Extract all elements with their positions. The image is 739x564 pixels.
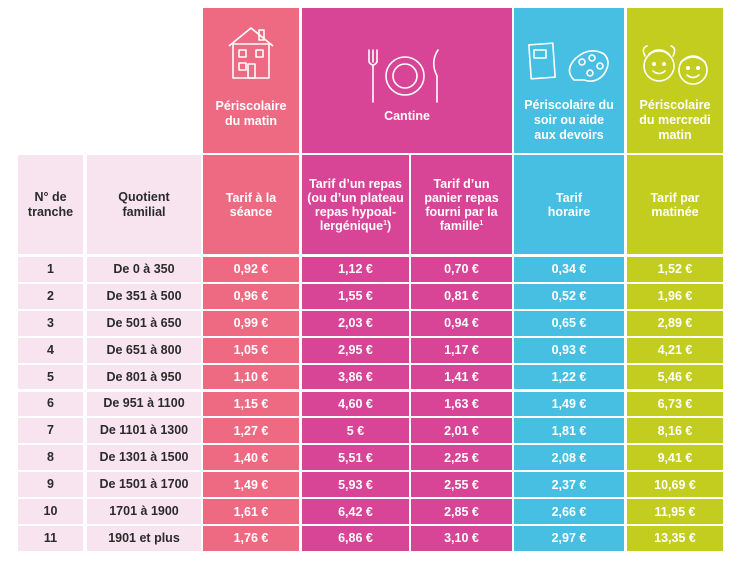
children-faces-icon: [642, 45, 708, 85]
cell-soir: 0,52 €: [514, 283, 624, 309]
cell-tranche: 5: [18, 364, 85, 390]
column-header-mercredi: Tarif par matinée: [627, 155, 723, 254]
cell-panier: 1,63 €: [411, 391, 512, 417]
cell-matin: 1,27 €: [203, 418, 299, 444]
cell-quotient: De 351 à 500: [87, 283, 201, 309]
cell-matin: 1,05 €: [203, 337, 299, 363]
cell-soir: 0,65 €: [514, 310, 624, 336]
cell-matin: 0,96 €: [203, 283, 299, 309]
cell-soir: 2,37 €: [514, 472, 624, 498]
cell-matin: 1,15 €: [203, 391, 299, 417]
cell-quotient: De 651 à 800: [87, 337, 201, 363]
cell-soir: 1,81 €: [514, 418, 624, 444]
books-paint-icon: [528, 42, 609, 82]
cell-soir: 2,97 €: [514, 526, 624, 551]
cutlery-plate-icon: [368, 49, 439, 103]
cell-mercredi: 10,69 €: [627, 472, 723, 498]
cell-quotient: 1701 à 1900: [87, 499, 201, 524]
cell-soir: 1,49 €: [514, 391, 624, 417]
cell-quotient: De 801 à 950: [87, 364, 201, 390]
cell-soir: 2,66 €: [514, 499, 624, 524]
cell-matin: 1,10 €: [203, 364, 299, 390]
cell-mercredi: 5,46 €: [627, 364, 723, 390]
cell-tranche: 4: [18, 337, 85, 363]
column-header-repas: Tarif d’un repas (ou d’un plateau repas …: [302, 155, 409, 254]
cell-repas: 5,51 €: [302, 445, 409, 471]
cell-panier: 2,85 €: [411, 499, 512, 524]
cell-matin: 1,61 €: [203, 499, 299, 524]
cell-quotient: De 1501 à 1700: [87, 472, 201, 498]
cell-panier: 2,01 €: [411, 418, 512, 444]
cell-quotient: De 0 à 350: [87, 257, 201, 282]
cell-panier: 0,94 €: [411, 310, 512, 336]
cell-tranche: 7: [18, 418, 85, 444]
cell-mercredi: 1,52 €: [627, 257, 723, 282]
house-icon: [228, 27, 274, 79]
cell-matin: 1,49 €: [203, 472, 299, 498]
cell-quotient: De 951 à 1100: [87, 391, 201, 417]
cell-mercredi: 6,73 €: [627, 391, 723, 417]
header-periscolaire-mercredi-label: Périscolaire du mercredi matin: [639, 98, 711, 142]
cell-tranche: 8: [18, 445, 85, 471]
cell-tranche: 6: [18, 391, 85, 417]
cell-matin: 1,40 €: [203, 445, 299, 471]
cell-soir: 0,34 €: [514, 257, 624, 282]
cell-tranche: 1: [18, 257, 85, 282]
cell-repas: 6,42 €: [302, 499, 409, 524]
cell-quotient: De 501 à 650: [87, 310, 201, 336]
cell-quotient: De 1301 à 1500: [87, 445, 201, 471]
column-header-panier: Tarif d’un panier repas fourni par la fa…: [411, 155, 512, 254]
cell-repas: 6,86 €: [302, 526, 409, 551]
cell-mercredi: 2,89 €: [627, 310, 723, 336]
cell-repas: 5,93 €: [302, 472, 409, 498]
column-header-tranche: N° de tranche: [18, 155, 85, 254]
header-periscolaire-matin-label: Périscolaire du matin: [215, 99, 287, 128]
cell-repas: 1,12 €: [302, 257, 409, 282]
cell-mercredi: 11,95 €: [627, 499, 723, 524]
header-periscolaire-matin: Périscolaire du matin: [203, 8, 299, 153]
cell-panier: 2,55 €: [411, 472, 512, 498]
cell-quotient: 1901 et plus: [87, 526, 201, 551]
cell-repas: 1,55 €: [302, 283, 409, 309]
cell-tranche: 3: [18, 310, 85, 336]
header-periscolaire-mercredi: Périscolaire du mercredi matin: [627, 8, 723, 153]
header-periscolaire-soir: Périscolaire du soir ou aide aux devoirs: [514, 8, 624, 153]
cell-panier: 1,41 €: [411, 364, 512, 390]
cell-matin: 0,92 €: [203, 257, 299, 282]
cell-mercredi: 8,16 €: [627, 418, 723, 444]
cell-repas: 5 €: [302, 418, 409, 444]
cell-matin: 1,76 €: [203, 526, 299, 551]
cell-quotient: De 1101 à 1300: [87, 418, 201, 444]
cell-soir: 2,08 €: [514, 445, 624, 471]
cell-tranche: 11: [18, 526, 85, 551]
cell-panier: 2,25 €: [411, 445, 512, 471]
cell-repas: 2,03 €: [302, 310, 409, 336]
column-header-soir: Tarif horaire: [514, 155, 624, 254]
column-header-quotient: Quotient familial: [87, 155, 201, 254]
cell-tranche: 2: [18, 283, 85, 309]
cell-panier: 3,10 €: [411, 526, 512, 551]
cell-mercredi: 9,41 €: [627, 445, 723, 471]
header-cantine: Cantine: [302, 8, 512, 153]
cell-panier: 1,17 €: [411, 337, 512, 363]
cell-repas: 4,60 €: [302, 391, 409, 417]
cell-repas: 3,86 €: [302, 364, 409, 390]
cell-mercredi: 4,21 €: [627, 337, 723, 363]
header-periscolaire-soir-label: Périscolaire du soir ou aide aux devoirs: [524, 98, 614, 142]
cell-mercredi: 13,35 €: [627, 526, 723, 551]
cell-tranche: 9: [18, 472, 85, 498]
cell-mercredi: 1,96 €: [627, 283, 723, 309]
column-header-matin: Tarif à la séance: [203, 155, 299, 254]
cell-repas: 2,95 €: [302, 337, 409, 363]
header-cantine-label: Cantine: [384, 109, 430, 123]
cell-panier: 0,81 €: [411, 283, 512, 309]
cell-soir: 1,22 €: [514, 364, 624, 390]
cell-panier: 0,70 €: [411, 257, 512, 282]
cell-tranche: 10: [18, 499, 85, 524]
cell-matin: 0,99 €: [203, 310, 299, 336]
cell-soir: 0,93 €: [514, 337, 624, 363]
